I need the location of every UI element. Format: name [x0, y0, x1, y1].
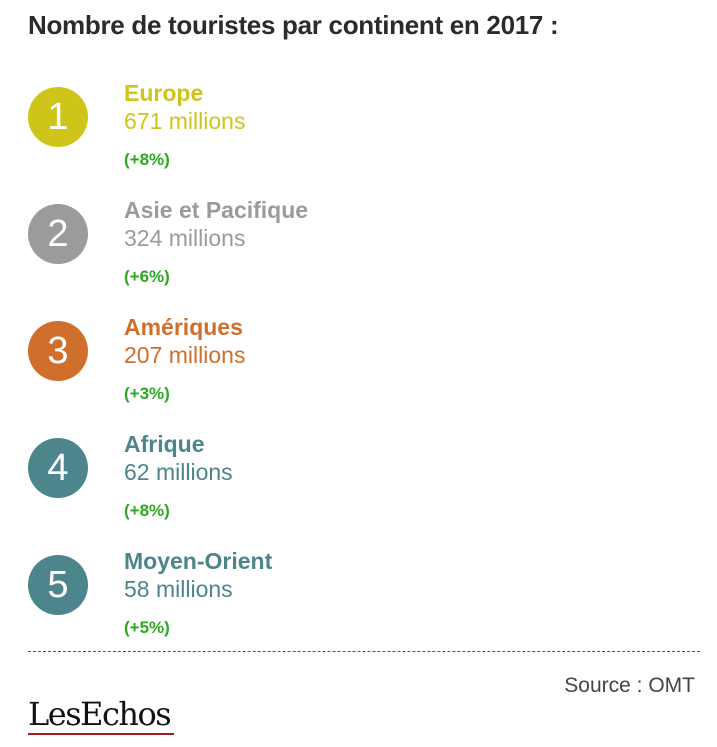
continent-name: Asie et Pacifique — [124, 197, 309, 223]
continent-name: Moyen-Orient — [124, 548, 273, 574]
growth-label: (+5%) — [124, 618, 170, 637]
les-echos-logo: LesEchos — [28, 695, 172, 733]
logo-underline — [28, 733, 174, 735]
growth-label: (+6%) — [124, 267, 170, 286]
continent-name: Afrique — [124, 431, 205, 457]
rank-badge: 4 — [28, 438, 88, 498]
dashed-divider — [28, 651, 700, 652]
rank-badge: 3 — [28, 321, 88, 381]
source-note: Source : OMT — [564, 674, 695, 697]
rank-item-2: 2 Asie et Pacifique 324 millions (+6%) — [28, 195, 678, 295]
continent-name: Europe — [124, 80, 204, 106]
rank-item-1: 1 Europe 671 millions (+8%) — [28, 78, 678, 178]
rank-badge: 2 — [28, 204, 88, 264]
tourist-count: 671 millions — [124, 108, 246, 134]
rank-item-5: 5 Moyen-Orient 58 millions (+5%) — [28, 546, 678, 646]
rank-item-4: 4 Afrique 62 millions (+8%) — [28, 429, 678, 529]
rank-badge: 5 — [28, 555, 88, 615]
growth-label: (+3%) — [124, 384, 170, 403]
tourist-count: 324 millions — [124, 225, 246, 251]
continent-name: Amériques — [124, 314, 243, 340]
tourist-count: 58 millions — [124, 576, 233, 602]
chart-title: Nombre de touristes par continent en 201… — [28, 10, 559, 40]
rank-item-3: 3 Amériques 207 millions (+3%) — [28, 312, 678, 412]
tourist-count: 62 millions — [124, 459, 233, 485]
rank-badge: 1 — [28, 87, 88, 147]
growth-label: (+8%) — [124, 150, 170, 169]
tourist-count: 207 millions — [124, 342, 246, 368]
growth-label: (+8%) — [124, 501, 170, 520]
